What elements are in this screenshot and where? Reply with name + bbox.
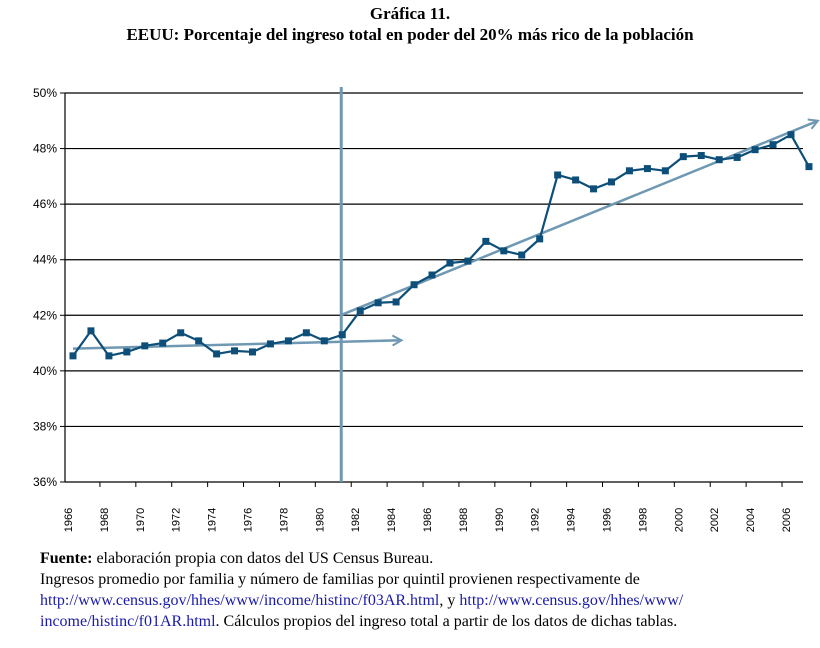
data-point bbox=[661, 167, 669, 175]
trend-1981-2007-arrow bbox=[339, 121, 817, 317]
data-point bbox=[320, 337, 328, 345]
data-point bbox=[195, 337, 203, 345]
footer-line-3: http://www.census.gov/hhes/www/income/hi… bbox=[40, 590, 810, 611]
x-tick-label: 2000 bbox=[673, 508, 685, 532]
y-tick-label: 50% bbox=[33, 86, 57, 100]
x-tick-label: 1970 bbox=[135, 508, 147, 532]
data-point bbox=[805, 163, 813, 171]
footer-line-2: Ingresos promedio por familia y número d… bbox=[40, 571, 640, 588]
y-tick-label: 46% bbox=[33, 197, 57, 211]
data-point bbox=[715, 156, 723, 164]
data-point bbox=[643, 165, 651, 173]
data-point bbox=[213, 350, 221, 358]
series-line bbox=[72, 133, 810, 357]
data-point bbox=[141, 342, 149, 350]
x-tick-label: 1968 bbox=[99, 508, 111, 532]
data-point bbox=[159, 339, 167, 347]
link-f01AR-part1[interactable]: http://www.census.gov/hhes/www/ bbox=[459, 592, 684, 609]
x-tick-label: 1982 bbox=[350, 508, 362, 532]
y-tick-label: 38% bbox=[33, 419, 57, 433]
data-point bbox=[751, 146, 759, 154]
data-point bbox=[590, 185, 598, 193]
data-point bbox=[105, 352, 113, 360]
chart-title: Gráfica 11. bbox=[369, 4, 451, 23]
axes: 36% 38% 40% 42% 44% 46% 48% 50% 1966 1968 1970 1972… bbox=[33, 86, 803, 532]
x-tick-label: 1994 bbox=[566, 508, 578, 532]
data-point bbox=[69, 352, 77, 360]
x-tick-label: 1984 bbox=[386, 508, 398, 532]
link-f03AR[interactable]: http://www.census.gov/hhes/www/income/hi… bbox=[40, 592, 440, 609]
y-tick-label: 40% bbox=[33, 364, 57, 378]
x-tick-label: 1980 bbox=[314, 508, 326, 532]
data-series bbox=[69, 131, 813, 360]
y-tick-label: 44% bbox=[33, 253, 57, 267]
data-point bbox=[177, 329, 185, 337]
line-chart: 36% 38% 40% 42% 44% 46% 48% 50% 1966 1968 1970 1972… bbox=[33, 86, 820, 532]
link-f01AR-part2[interactable]: income/histinc/f01AR.html bbox=[40, 613, 216, 630]
data-point bbox=[625, 167, 633, 175]
data-point bbox=[697, 152, 705, 160]
x-tick-label: 1988 bbox=[458, 508, 470, 532]
data-point bbox=[518, 251, 526, 259]
data-point bbox=[787, 131, 795, 139]
closing-text: . Cálculos propios del ingreso total a p… bbox=[215, 613, 678, 630]
x-tick-label: 2006 bbox=[781, 508, 793, 532]
x-tick-label: 1998 bbox=[637, 508, 649, 532]
data-point bbox=[231, 347, 239, 355]
data-point bbox=[266, 340, 274, 348]
connector-text: , y bbox=[439, 592, 460, 609]
x-tick-label: 1996 bbox=[602, 508, 614, 532]
footer-line-4: income/histinc/f01AR.html. Cálculos prop… bbox=[40, 611, 810, 632]
data-point bbox=[464, 257, 472, 265]
data-point bbox=[572, 176, 580, 184]
annotations bbox=[72, 87, 818, 482]
x-tick-label: 1972 bbox=[171, 508, 183, 532]
y-tick-label: 48% bbox=[33, 142, 57, 156]
source-text: elaboración propia con datos del US Cens… bbox=[92, 550, 434, 567]
data-point bbox=[338, 331, 346, 339]
chart-subtitle: EEUU: Porcentaje del ingreso total en po… bbox=[126, 25, 694, 44]
x-tick-label: 1986 bbox=[422, 508, 434, 532]
x-tick-label: 1974 bbox=[207, 508, 219, 532]
source-label: Fuente: bbox=[40, 550, 93, 567]
data-point bbox=[302, 329, 310, 337]
data-point bbox=[446, 259, 454, 267]
data-point bbox=[87, 327, 95, 335]
data-point bbox=[374, 299, 382, 307]
x-tick-label: 1990 bbox=[494, 508, 506, 532]
data-point bbox=[410, 281, 418, 289]
data-point bbox=[769, 141, 777, 149]
footer-notes: Fuente: elaboración propia con datos del… bbox=[40, 548, 810, 632]
data-point bbox=[733, 153, 741, 161]
data-point bbox=[123, 348, 131, 356]
x-tick-label: 1976 bbox=[243, 508, 255, 532]
data-point bbox=[392, 298, 400, 306]
data-point bbox=[428, 271, 436, 279]
x-tick-label: 1978 bbox=[278, 508, 290, 532]
x-tick-label: 1966 bbox=[63, 508, 75, 532]
x-tick-label: 2002 bbox=[709, 508, 721, 532]
gridlines bbox=[65, 92, 803, 428]
data-point bbox=[482, 237, 490, 245]
y-tick-label: 36% bbox=[33, 475, 57, 489]
data-point bbox=[284, 337, 292, 345]
data-point bbox=[500, 247, 508, 255]
data-point bbox=[554, 171, 562, 179]
data-point bbox=[536, 235, 544, 243]
data-point bbox=[249, 348, 256, 356]
data-point bbox=[356, 307, 364, 315]
footer-source-line: Fuente: elaboración propia con datos del… bbox=[40, 548, 810, 569]
data-point bbox=[608, 178, 615, 186]
data-point bbox=[679, 153, 687, 161]
x-tick-label: 1992 bbox=[530, 508, 542, 532]
trend-1966-1984-arrow bbox=[72, 340, 401, 350]
x-tick-label: 2004 bbox=[745, 508, 757, 532]
y-tick-label: 42% bbox=[33, 308, 57, 322]
